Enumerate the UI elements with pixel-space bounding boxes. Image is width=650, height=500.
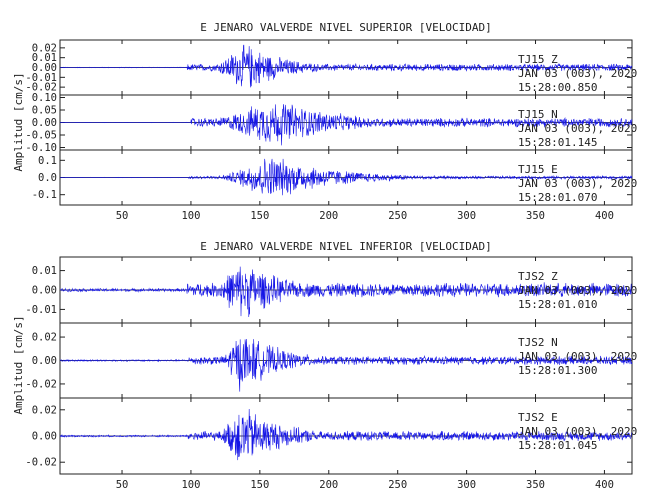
y-tick-label: 0.01 (32, 265, 57, 277)
waveform-trace (59, 338, 633, 392)
y-tick-label: 0.00 (32, 62, 57, 74)
y-tick-label: 0.00 (32, 355, 57, 367)
y-tick-label: 0.00 (32, 431, 57, 443)
time-label: 15:28:01.145 (518, 136, 597, 149)
y-tick-label: 0.10 (32, 92, 57, 104)
y-tick-label: 0.02 (32, 404, 57, 416)
y-tick-label: -0.1 (32, 189, 57, 201)
x-tick-label: 300 (457, 479, 476, 491)
y-tick-label: 0.00 (32, 285, 57, 297)
time-label: 15:28:01.045 (518, 439, 597, 452)
station-label: TJ15 N (518, 108, 558, 121)
y-tick-label: -0.10 (25, 142, 57, 154)
time-label: 15:28:01.010 (518, 298, 597, 311)
y-tick-label: 0.1 (38, 155, 57, 167)
date-label: JAN 03 (003), 2020 (518, 425, 637, 438)
y-tick-label: 0.01 (32, 52, 57, 64)
x-tick-label: 150 (250, 210, 269, 222)
time-label: 15:28:01.300 (518, 364, 597, 377)
y-tick-label: 0.05 (32, 105, 57, 117)
y-tick-label: -0.02 (25, 378, 57, 390)
y-tick-label: 0.00 (32, 117, 57, 129)
station-label: TJ15 E (518, 163, 558, 176)
x-tick-label: 200 (319, 479, 338, 491)
waveform-trace (59, 104, 633, 146)
date-label: JAN 03 (003), 2020 (518, 284, 637, 297)
station-label: TJS2 E (518, 411, 558, 424)
y-tick-label: -0.05 (25, 130, 57, 142)
x-tick-label: 150 (250, 479, 269, 491)
date-label: JAN 03 (003), 2020 (518, 122, 637, 135)
waveform-trace (59, 158, 633, 196)
time-label: 15:28:01.070 (518, 191, 597, 204)
x-tick-label: 50 (116, 210, 129, 222)
x-tick-label: 250 (388, 210, 407, 222)
x-tick-label: 400 (595, 479, 614, 491)
x-tick-label: 350 (526, 479, 545, 491)
date-label: JAN 03 (003), 2020 (518, 177, 637, 190)
x-tick-label: 350 (526, 210, 545, 222)
x-tick-label: 400 (595, 210, 614, 222)
station-label: TJS2 N (518, 336, 558, 349)
station-label: TJS2 Z (518, 270, 558, 283)
time-label: 15:28:00.850 (518, 81, 597, 94)
y-tick-label: 0.0 (38, 172, 57, 184)
waveform-trace (59, 44, 633, 88)
y-tick-label: -0.02 (25, 82, 57, 94)
y-axis-label-lower: Amplitud [cm/s] (12, 315, 25, 414)
x-tick-label: 200 (319, 210, 338, 222)
x-tick-label: 50 (116, 479, 129, 491)
x-tick-label: 250 (388, 479, 407, 491)
x-tick-label: 300 (457, 210, 476, 222)
chart-title-upper: E JENARO VALVERDE NIVEL SUPERIOR [VELOCI… (200, 21, 491, 34)
x-tick-label: 100 (181, 479, 200, 491)
chart-title-lower: E JENARO VALVERDE NIVEL INFERIOR [VELOCI… (200, 240, 491, 253)
waveform-trace (59, 409, 633, 461)
y-tick-label: -0.01 (25, 304, 57, 316)
y-axis-label-upper: Amplitud [cm/s] (12, 72, 25, 171)
date-label: JAN 03 (003), 2020 (518, 67, 637, 80)
y-tick-label: 0.02 (32, 42, 57, 54)
y-tick-label: 0.02 (32, 332, 57, 344)
x-tick-label: 100 (181, 210, 200, 222)
waveform-trace (59, 266, 633, 318)
station-label: TJ15 Z (518, 53, 558, 66)
date-label: JAN 03 (003), 2020 (518, 350, 637, 363)
y-tick-label: -0.01 (25, 72, 57, 84)
y-tick-label: -0.02 (25, 457, 57, 469)
